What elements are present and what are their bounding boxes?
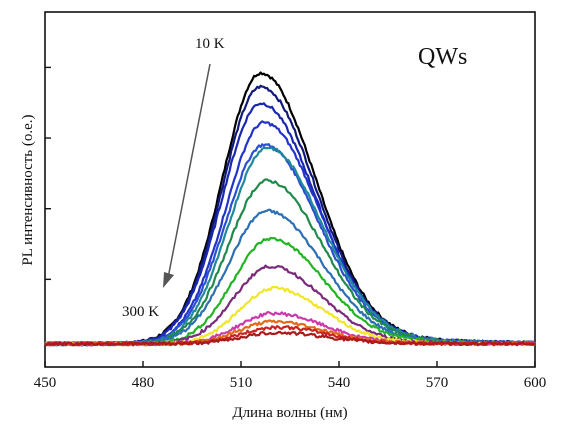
y-axis [45, 66, 51, 281]
x-tick-label: 540 [328, 375, 351, 391]
series-line [44, 178, 536, 347]
x-tick-label: 600 [524, 375, 547, 391]
series-line [44, 120, 536, 347]
y-axis-title: PL интенсивность (о.е.) [20, 114, 36, 265]
series-line [44, 330, 536, 347]
temperature-arrow [163, 63, 211, 288]
series-group [44, 71, 536, 347]
series-line [44, 102, 536, 347]
annotation-high-temp: 300 K [122, 304, 159, 320]
series-line [44, 325, 536, 347]
series-line [44, 84, 536, 347]
annotation-low-temp: 10 K [195, 36, 225, 52]
x-tick-label: 570 [426, 375, 449, 391]
series-line [44, 208, 536, 347]
series-line [44, 71, 536, 347]
x-tick-label: 480 [132, 375, 155, 391]
plot-area [44, 11, 536, 368]
x-axis: 450 480 510 540 570 600 [34, 361, 547, 391]
plot-frame [44, 11, 536, 368]
x-axis-title: Длина волны (нм) [232, 405, 347, 421]
inset-label: QWs [418, 44, 467, 70]
x-tick-label: 510 [230, 375, 253, 391]
x-tick-label: 450 [34, 375, 57, 391]
